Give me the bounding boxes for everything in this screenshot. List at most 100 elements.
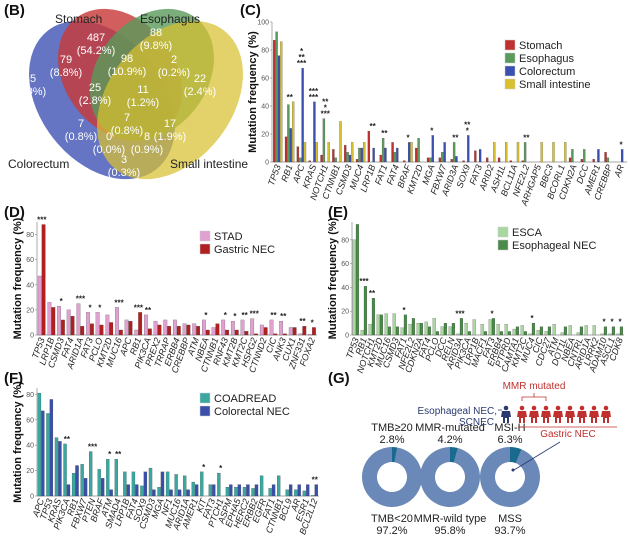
bar-stomach: [509, 160, 513, 163]
bar-colorectal-nec: [229, 484, 233, 497]
person-head-icon: [555, 405, 561, 411]
bar-esophageal-nec: [515, 326, 520, 336]
bar-esophageal-nec: [539, 326, 544, 336]
venn-region-count: 25: [89, 82, 101, 94]
bar-colorectal-nec: [177, 489, 182, 497]
venn-region-count: 17: [164, 118, 176, 130]
bar-coadread: [225, 487, 230, 497]
bar-esophageal-nec: [531, 323, 536, 336]
bar-esca: [504, 324, 508, 336]
person-body-icon: [577, 411, 587, 423]
bar-small-intestine: [493, 142, 496, 163]
y-tick-label: 20: [26, 307, 34, 314]
donut-major-slice: [361, 447, 422, 507]
msi-annotation: Esophageal NEC,SCNEC MMR mutated Gastric N…: [418, 381, 617, 472]
bar-gastric-nec: [80, 326, 85, 336]
bar-colorectum: [620, 149, 624, 163]
bar-stomach: [296, 146, 300, 163]
significance-marker: *: [530, 314, 534, 323]
bar-stomach: [604, 152, 607, 163]
bar-stad: [269, 319, 274, 336]
bar-coadread: [106, 459, 110, 497]
bar-colorectal-nec: [271, 484, 276, 497]
bar-colorectum: [396, 147, 399, 163]
bar-gastric-nec: [244, 331, 249, 336]
significance-marker: **: [64, 435, 71, 444]
bar-gastric-nec: [61, 319, 65, 336]
bar-stomach: [462, 160, 465, 163]
bar-colorectum: [372, 147, 375, 163]
donut-major-slice: [420, 447, 481, 508]
y-tick-label: 0: [265, 160, 269, 167]
bar-gastric-nec: [292, 327, 297, 336]
bar-stomach: [497, 157, 501, 163]
bar-coadread: [157, 487, 161, 497]
y-tick-label: 80: [261, 48, 269, 55]
bar-esophageal-nec: [491, 318, 496, 336]
bar-esophageal-nec: [411, 318, 416, 336]
bar-gastric-nec: [254, 333, 258, 336]
bar-esca: [432, 318, 436, 336]
legend-swatch: [504, 39, 516, 51]
bar-small-intestine: [315, 142, 318, 163]
bar-esophageal-nec: [379, 314, 384, 336]
significance-marker: *: [89, 303, 93, 312]
bar-colorectal-nec: [306, 484, 310, 497]
bar-esophageal-nec: [579, 326, 584, 336]
bar-esca: [392, 313, 396, 336]
significance-marker: *: [620, 140, 624, 149]
venn-region-pct: (0.8%): [111, 125, 143, 137]
bar-esophagus: [287, 104, 290, 163]
bar-coadread: [311, 495, 315, 497]
bar-colorectum: [289, 128, 292, 163]
bar-stad: [298, 333, 303, 336]
donut-top-label: MMR-mutated: [415, 422, 485, 434]
y-tick-label: 0: [345, 333, 349, 340]
gastric-nec-person-icon: [553, 405, 563, 423]
significance-marker: **: [270, 311, 277, 320]
significance-marker: *: [300, 47, 304, 56]
venn-region-count: 3: [121, 154, 127, 166]
bar-esophagus: [346, 152, 349, 163]
legend-swatch: [497, 239, 509, 251]
bar-esophageal-nec: [499, 331, 504, 336]
bar-gastric-nec: [128, 321, 133, 336]
bar-colorectal-nec: [66, 484, 71, 497]
person-body-icon: [565, 411, 575, 423]
bar-stad: [105, 314, 110, 336]
significance-marker: *: [407, 133, 411, 142]
significance-marker: *: [402, 306, 406, 315]
bar-small-intestine: [540, 142, 543, 163]
esophageal-nec-label: Esophageal NEC,: [418, 406, 498, 417]
significance-marker: ***: [455, 309, 465, 318]
donut-panel-g: TMB≥202.8%TMB<2097.2%MMR-mutated4.2%MMR-…: [361, 381, 617, 537]
bar-colorectum: [443, 142, 446, 163]
y-tick-label: 60: [26, 417, 34, 424]
bar-stad: [115, 307, 119, 336]
bar-esca: [608, 333, 612, 336]
bar-coadread: [208, 484, 212, 497]
legend-label: Small intestine: [519, 79, 591, 91]
bar-esophageal-nec: [435, 331, 440, 336]
significance-marker: *: [60, 297, 64, 306]
y-tick-label: 80: [341, 237, 349, 244]
bar-gastric-nec: [147, 328, 152, 336]
bar-stad: [76, 303, 81, 336]
gastric-nec-person-icon: [529, 405, 539, 423]
bar-coadread: [259, 475, 264, 497]
bar-stad: [37, 275, 42, 336]
y-axis-label: Mutation frequency (%): [327, 217, 339, 339]
bar-esca: [584, 325, 588, 336]
bar-gastric-nec: [186, 324, 191, 336]
venn-region-count: 8: [144, 131, 150, 143]
bar-stad: [86, 312, 90, 336]
significance-marker: ***: [359, 277, 369, 286]
bar-colorectum: [455, 156, 458, 163]
bar-coadread: [80, 464, 84, 497]
bar-stomach: [568, 157, 572, 163]
gastric-nec-person-icon: [589, 405, 599, 423]
bar-esca: [352, 239, 356, 336]
gastric-nec-person-icon: [541, 405, 551, 423]
significance-marker: **: [280, 312, 287, 321]
